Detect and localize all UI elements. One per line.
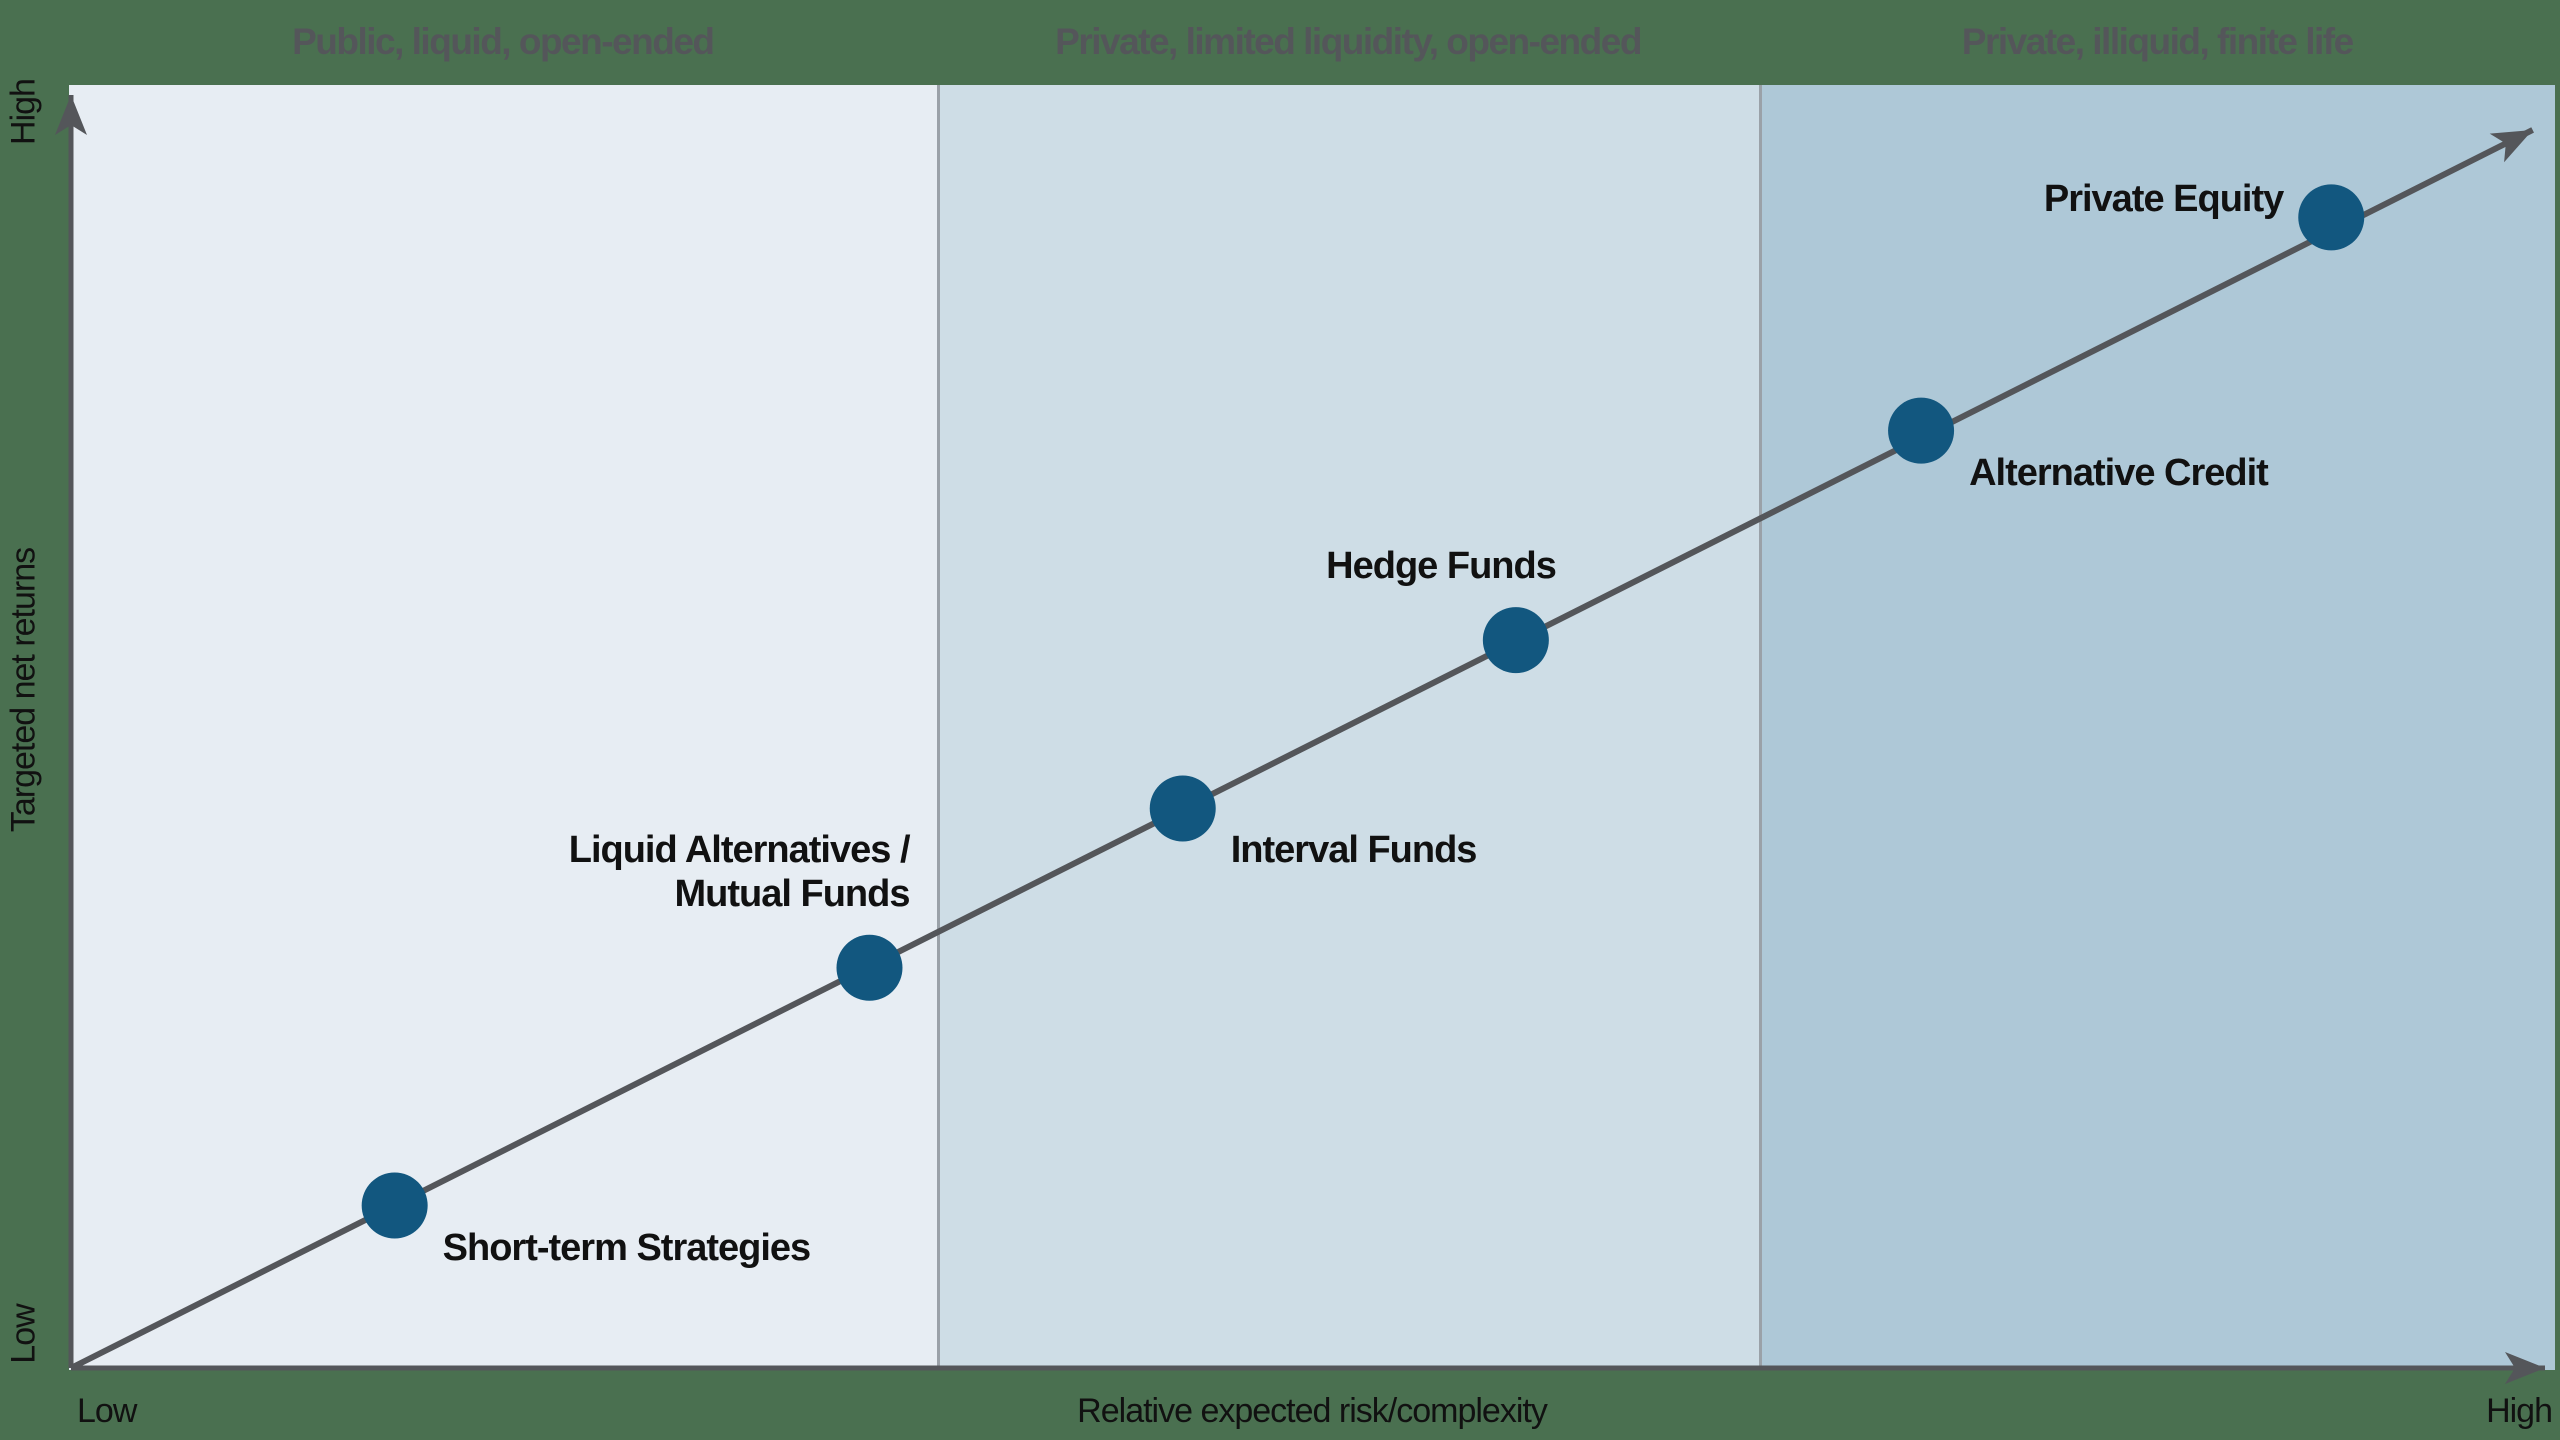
band-header-private-limited: Private, limited liquidity, open-ended [1055,21,1642,62]
band-private-illiquid [1759,85,2555,1370]
band-header-private-illiquid: Private, illiquid, finite life [1961,21,2354,62]
band-public-liquid [69,85,937,1370]
data-point-label: Alternative Credit [1969,451,2269,494]
data-point-label: Interval Funds [1230,829,1478,872]
plot-area [69,85,2555,1370]
x-axis-min-label: Low [77,1392,137,1430]
y-axis-title: Targeted net returns [4,547,43,833]
band-header-public: Public, liquid, open-ended [292,21,715,62]
data-point-label: Short-term Strategies [442,1226,812,1269]
data-point-label: Private Equity [2043,178,2284,221]
y-axis-max-label: High [4,79,43,145]
data-point-label: Hedge Funds [1326,545,1557,588]
band-private-limited-liquidity [936,85,1760,1370]
x-axis-max-label: High [2486,1392,2553,1430]
data-point-label: Liquid Alternatives / Mutual Funds [568,828,911,915]
x-axis-title: Relative expected risk/complexity [1077,1392,1548,1430]
y-axis-min-label: Low [4,1304,43,1364]
